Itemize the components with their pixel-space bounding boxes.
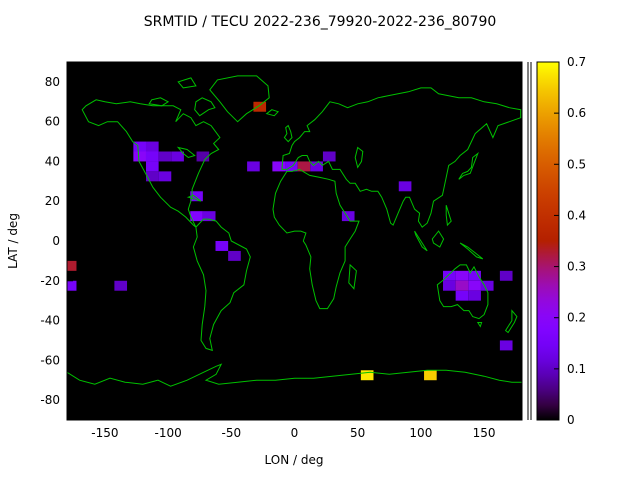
heatmap-cell bbox=[202, 211, 216, 222]
coastline bbox=[265, 109, 280, 117]
coastline bbox=[459, 242, 484, 260]
x-tick-label: 150 bbox=[473, 426, 496, 440]
x-axis-label: LON / deg bbox=[265, 453, 324, 467]
heatmap-cell bbox=[499, 340, 513, 351]
colorbar-tick-label: 0.7 bbox=[567, 55, 586, 69]
heatmap-cell bbox=[455, 270, 469, 281]
coastline bbox=[414, 230, 428, 252]
heatmap-cell bbox=[455, 280, 469, 291]
heatmap-cell bbox=[171, 151, 184, 162]
coastline bbox=[445, 205, 452, 227]
colorbar-tick-label: 0.1 bbox=[567, 362, 586, 376]
x-tick-label: -100 bbox=[154, 426, 181, 440]
heatmap-cell bbox=[424, 370, 437, 381]
coastline bbox=[192, 218, 251, 352]
coastline bbox=[81, 99, 221, 228]
y-tick-label: -80 bbox=[40, 393, 60, 407]
coastline bbox=[177, 77, 197, 89]
heatmap-cell bbox=[133, 141, 146, 152]
heatmap-cell bbox=[341, 211, 355, 222]
coastlines-layer bbox=[67, 75, 522, 387]
coastline bbox=[436, 264, 489, 320]
coastline bbox=[354, 146, 364, 169]
coastline bbox=[272, 168, 360, 310]
heatmap-cell bbox=[443, 270, 456, 281]
y-tick-label: 60 bbox=[45, 115, 60, 129]
heatmap-cells-layer bbox=[67, 101, 513, 381]
colorbar-tick-label: 0 bbox=[567, 413, 575, 427]
coastline bbox=[209, 75, 270, 123]
y-tick-label: 80 bbox=[45, 75, 60, 89]
heatmap-cell bbox=[228, 250, 241, 261]
heatmap-cell bbox=[145, 161, 159, 172]
heatmap-cell bbox=[133, 151, 146, 162]
x-tick-label: 100 bbox=[409, 426, 432, 440]
y-tick-label: 40 bbox=[45, 154, 60, 168]
y-tick-label: -20 bbox=[40, 274, 60, 288]
y-axis-label: LAT / deg bbox=[6, 213, 20, 269]
heatmap-cell bbox=[247, 161, 260, 172]
x-tick-label: 50 bbox=[350, 426, 365, 440]
heatmap-cell bbox=[158, 171, 172, 182]
heatmap-cell bbox=[190, 211, 203, 222]
coastline bbox=[67, 363, 522, 387]
heatmap-cell bbox=[196, 151, 210, 162]
colorbar-tick-label: 0.4 bbox=[567, 208, 586, 222]
coastline bbox=[186, 194, 202, 202]
heatmap-cell bbox=[480, 280, 494, 291]
coastline bbox=[281, 87, 522, 228]
heatmap-cell bbox=[443, 280, 456, 291]
heatmap-cell bbox=[297, 161, 311, 172]
coastline bbox=[476, 322, 483, 328]
heatmap-cell bbox=[310, 161, 323, 172]
coastline bbox=[194, 97, 216, 117]
coastline bbox=[431, 230, 445, 248]
heatmap-cell bbox=[114, 280, 128, 291]
colorbar-tick-label: 0.3 bbox=[567, 260, 586, 274]
heatmap-cell bbox=[360, 370, 374, 381]
colorbar-tick-label: 0.5 bbox=[567, 157, 586, 171]
y-tick-label: -40 bbox=[40, 314, 60, 328]
y-tick-label: 20 bbox=[45, 194, 60, 208]
plot-area bbox=[67, 62, 522, 420]
coastline bbox=[458, 151, 479, 180]
x-tick-label: -50 bbox=[222, 426, 242, 440]
heatmap-cell bbox=[455, 290, 469, 301]
heatmap-cell bbox=[158, 151, 172, 162]
heatmap-cell bbox=[145, 141, 159, 152]
heatmap-cell bbox=[499, 270, 513, 281]
heatmap-cell bbox=[468, 290, 481, 301]
coastline bbox=[283, 124, 293, 143]
colorbar-border bbox=[536, 61, 560, 421]
heatmap-cell bbox=[322, 151, 336, 162]
y-tick-label: 0 bbox=[52, 234, 60, 248]
heatmap-cell bbox=[468, 270, 481, 281]
heatmap-cell bbox=[67, 260, 77, 271]
chart-title: SRMTID / TECU 2022-236_79920-2022-236_80… bbox=[143, 14, 497, 30]
heatmap-cell bbox=[398, 181, 412, 192]
plot-background bbox=[67, 62, 522, 420]
coastline bbox=[348, 263, 357, 290]
colorbar-layer: 0 0.1 0.2 0.3 0.4 0.5 0.6 0.7 bbox=[536, 55, 586, 427]
coastline bbox=[176, 146, 196, 159]
heatmap-cell bbox=[145, 151, 159, 162]
x-tick-label: -150 bbox=[91, 426, 118, 440]
coastline bbox=[504, 309, 518, 334]
y-tick-label: -60 bbox=[40, 353, 60, 367]
axes-layer: -150 -100 -50 0 50 100 150 -80 -60 -40 -20 0 20 40 60 8… bbox=[40, 61, 532, 440]
heatmap-cell bbox=[67, 280, 77, 291]
colorbar-tick-label: 0.2 bbox=[567, 311, 586, 325]
colorbar-tick-label: 0.6 bbox=[567, 106, 586, 120]
heatmap-cell bbox=[145, 171, 159, 182]
x-tick-label: 0 bbox=[291, 426, 299, 440]
heatmap-cell bbox=[253, 101, 267, 112]
coastline bbox=[148, 97, 170, 107]
heatmap-cell bbox=[215, 241, 229, 251]
heatmap-cell bbox=[190, 191, 203, 202]
heatmap-cell bbox=[272, 161, 286, 172]
heatmap-cell bbox=[468, 280, 481, 291]
colorbar-gradient bbox=[537, 62, 559, 420]
